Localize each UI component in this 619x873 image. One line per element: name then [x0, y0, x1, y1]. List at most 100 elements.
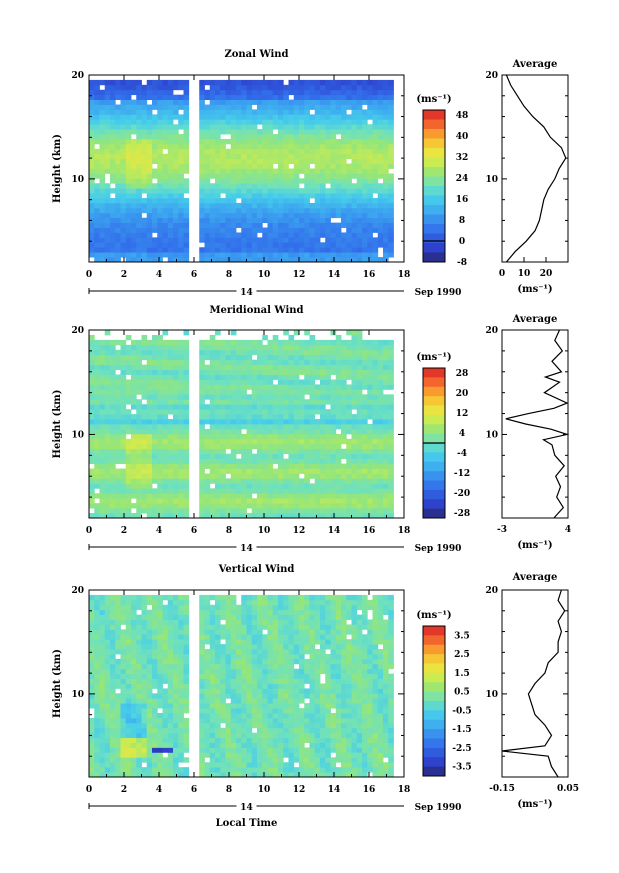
heatmap-cell: [215, 349, 221, 356]
heatmap-cell: [94, 629, 100, 635]
heatmap-cell: [236, 168, 242, 174]
heatmap-cell: [220, 344, 226, 351]
heatmap-cell: [346, 227, 352, 233]
heatmap-cell: [377, 503, 384, 509]
heatmap-cell: [356, 344, 363, 351]
heatmap-cell: [141, 424, 148, 430]
heatmap-cell: [99, 634, 106, 640]
heatmap-cell: [346, 202, 352, 209]
heatmap-cell: [152, 722, 158, 729]
heatmap-cell: [383, 89, 389, 96]
heatmap-cell: [330, 247, 337, 253]
heatmap-cell: [136, 84, 142, 91]
heatmap-cell: [383, 424, 389, 430]
heatmap-cell: [299, 134, 305, 140]
heatmap-cell: [278, 433, 284, 440]
heatmap-cell: [388, 163, 394, 169]
heatmap-cell: [173, 252, 179, 258]
heatmap-cell: [251, 349, 258, 356]
heatmap-cell: [299, 237, 305, 243]
heatmap-cell: [325, 148, 331, 155]
heatmap-cell: [120, 143, 127, 150]
heatmap-cell: [110, 232, 116, 238]
heatmap-cell: [283, 503, 289, 509]
heatmap-cell: [230, 379, 237, 385]
heatmap-cell: [283, 483, 289, 489]
heatmap-cell: [152, 443, 158, 450]
heatmap-cell: [141, 747, 148, 753]
heatmap-cell: [157, 458, 163, 464]
heatmap-cell: [314, 359, 321, 366]
heatmap-cell: [162, 663, 169, 670]
heatmap-cell: [141, 678, 148, 684]
heatmap-cell: [372, 478, 379, 484]
heatmap-cell: [309, 448, 316, 455]
heatmap-cell: [215, 428, 221, 435]
heatmap-cell: [341, 453, 347, 460]
heatmap-cell: [110, 663, 116, 670]
heatmap-cell: [89, 433, 95, 440]
heatmap-cell: [367, 394, 373, 400]
heatmap-cell: [99, 232, 106, 238]
heatmap-cell: [120, 488, 127, 494]
heatmap-cell: [341, 503, 347, 509]
heatmap-cell: [136, 493, 142, 499]
heatmap-cell: [356, 163, 363, 169]
heatmap-cell: [173, 364, 179, 370]
heatmap-cell: [236, 124, 242, 130]
heatmap-cell: [94, 453, 100, 460]
heatmap-cell: [99, 653, 106, 660]
heatmap-cell: [209, 153, 216, 160]
heatmap-cell: [183, 414, 190, 420]
heatmap-cell: [120, 389, 127, 395]
heatmap-cell: [120, 604, 127, 611]
heatmap-cell: [304, 168, 310, 174]
heatmap-cell: [94, 158, 100, 164]
heatmap-cell: [341, 237, 347, 243]
heatmap-cell: [325, 212, 331, 219]
heatmap-cell: [199, 513, 205, 519]
heatmap-cell: [152, 503, 158, 509]
heatmap-cell: [89, 649, 95, 655]
heatmap-cell: [293, 438, 300, 445]
heatmap-cell: [225, 89, 232, 96]
heatmap-cell: [257, 163, 263, 169]
heatmap-cell: [372, 374, 379, 380]
heatmap-cell: [146, 663, 153, 670]
heatmap-cell: [115, 639, 121, 645]
heatmap-cell: [335, 183, 342, 189]
heatmap-cell: [257, 458, 263, 464]
heatmap-cell: [325, 349, 331, 356]
heatmap-cell: [267, 349, 274, 356]
heatmap-cell: [94, 619, 100, 625]
heatmap-cell: [209, 109, 216, 115]
heatmap-cell: [141, 379, 148, 385]
heatmap-cell: [178, 207, 184, 214]
heatmap-cell: [167, 722, 174, 729]
heatmap-cell: [199, 163, 205, 169]
heatmap-cell: [330, 124, 337, 130]
heatmap-cell: [272, 212, 279, 219]
heatmap-cell: [320, 414, 326, 420]
heatmap-cell: [199, 124, 205, 130]
heatmap-cell: [362, 109, 368, 115]
heatmap-cell: [173, 604, 179, 611]
heatmap-cell: [262, 168, 268, 174]
heatmap-cell: [314, 237, 321, 243]
heatmap-cell: [209, 458, 216, 464]
heatmap-cell: [304, 222, 310, 228]
heatmap-cell: [125, 663, 132, 670]
heatmap-cell: [288, 473, 295, 479]
heatmap-cell: [262, 369, 268, 375]
heatmap-cell: [246, 168, 253, 174]
heatmap-cell: [372, 79, 379, 86]
heatmap-cell: [314, 247, 321, 253]
heatmap-cell: [157, 104, 163, 110]
heatmap-cell: [320, 247, 326, 253]
heatmap-cell: [146, 732, 153, 739]
heatmap-cell: [136, 722, 142, 729]
heatmap-cell: [320, 463, 326, 469]
heatmap-cell: [136, 473, 142, 479]
heatmap-cell: [299, 84, 305, 91]
heatmap-cell: [267, 143, 274, 150]
